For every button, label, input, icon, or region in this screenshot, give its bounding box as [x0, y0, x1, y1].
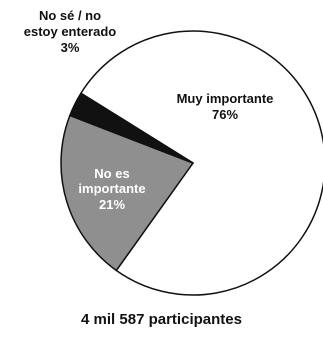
- slice-no-se: [69, 92, 194, 164]
- label-no-es-importante-line2: importante: [78, 181, 145, 196]
- label-muy-importante: Muy importante: [177, 91, 274, 106]
- label-no-se-line1: No sé / no: [39, 8, 101, 23]
- pie-slices: [60, 30, 323, 296]
- slice-no-es-importante: [60, 114, 194, 272]
- slice-muy-importante: [80, 30, 323, 296]
- label-no-es-importante-line1: No es: [94, 166, 129, 181]
- label-no-se-line2: estoy enterado: [24, 24, 117, 39]
- value-no-es-importante: 21%: [99, 197, 125, 212]
- value-muy-importante: 76%: [212, 107, 238, 122]
- participants-footer: 4 mil 587 participantes: [81, 311, 242, 328]
- value-no-se: 3%: [61, 40, 80, 55]
